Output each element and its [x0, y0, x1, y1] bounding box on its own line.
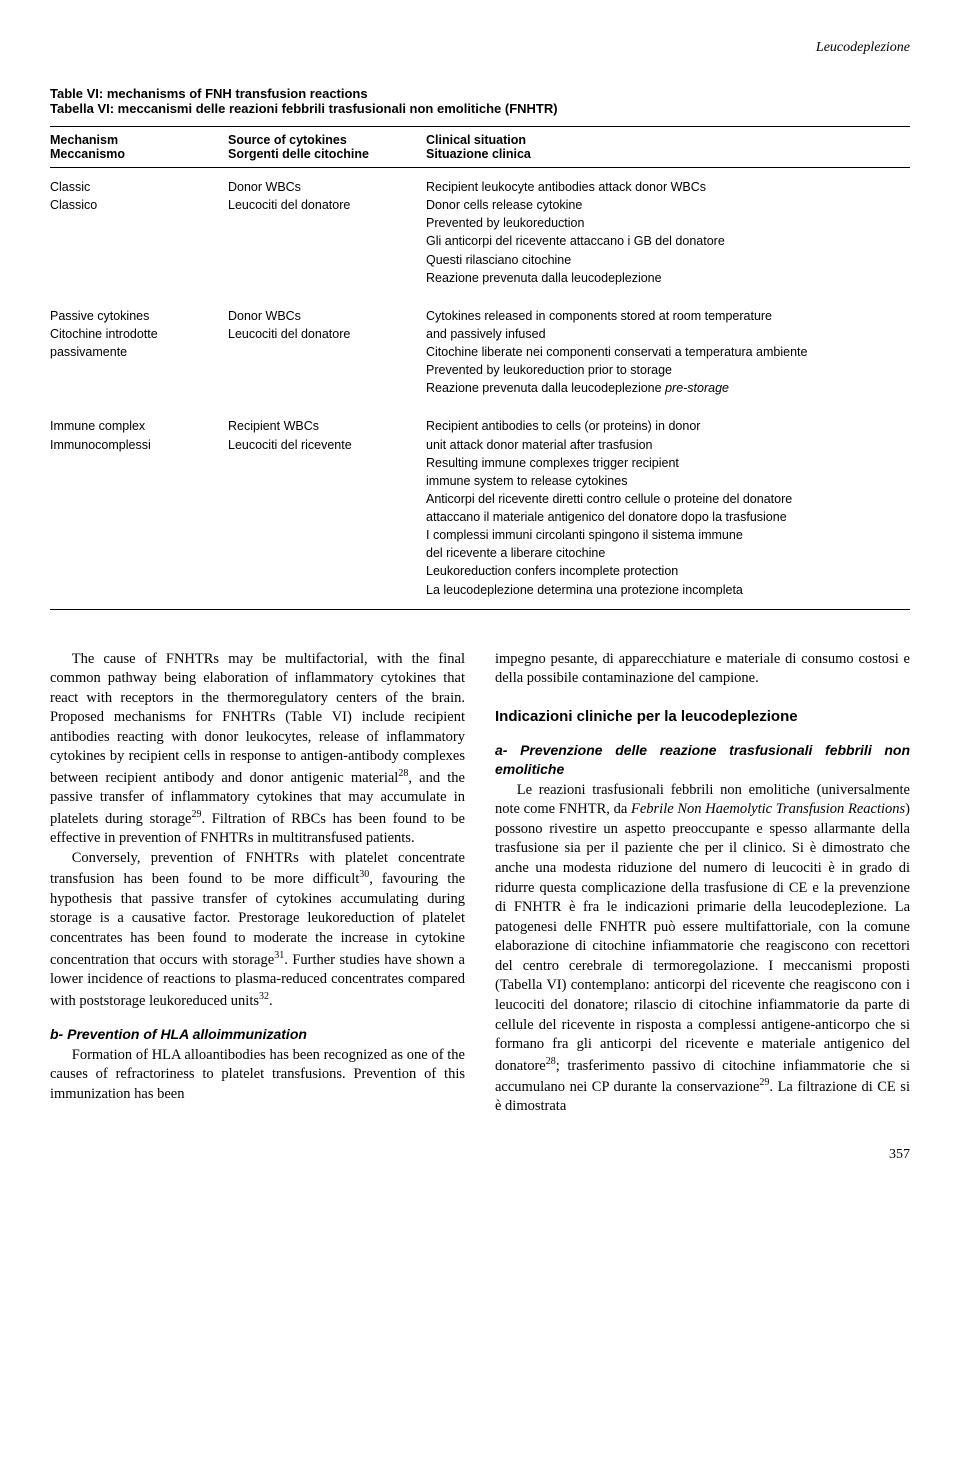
body-paragraph: impegno pesante, di apparecchiature e ma…: [495, 650, 910, 689]
body-paragraph: The cause of FNHTRs may be multifactoria…: [50, 650, 465, 849]
body-paragraph: Le reazioni trasfusionali febbrili non e…: [495, 781, 910, 1117]
table-fnh-mechanisms: MechanismMeccanismo Source of cytokinesS…: [50, 126, 910, 610]
table-row: Immune complexImmunocomplessi Recipient …: [50, 407, 910, 609]
th-source: Source of cytokinesSorgenti delle citoch…: [228, 127, 426, 168]
cell-clinical: Cytokines released in components stored …: [426, 297, 910, 408]
two-column-body: The cause of FNHTRs may be multifactoria…: [50, 650, 910, 1117]
table-title-it: Tabella VI: meccanismi delle reazioni fe…: [50, 101, 558, 116]
cell-clinical: Recipient leukocyte antibodies attack do…: [426, 168, 910, 297]
body-paragraph: Conversely, prevention of FNHTRs with pl…: [50, 849, 465, 1011]
table-titles: Table VI: mechanisms of FNH transfusion …: [50, 86, 910, 116]
cell-mechanism: Immune complexImmunocomplessi: [50, 407, 228, 609]
table-row: Passive cytokinesCitochine introdottepas…: [50, 297, 910, 408]
body-paragraph: Formation of HLA alloantibodies has been…: [50, 1046, 465, 1105]
page-number: 357: [50, 1147, 910, 1163]
cell-mechanism: ClassicClassico: [50, 168, 228, 297]
cell-source: Recipient WBCsLeucociti del ricevente: [228, 407, 426, 609]
th-clinical: Clinical situationSituazione clinica: [426, 127, 910, 168]
cell-source: Donor WBCsLeucociti del donatore: [228, 297, 426, 408]
cell-clinical: Recipient antibodies to cells (or protei…: [426, 407, 910, 609]
table-row: ClassicClassico Donor WBCsLeucociti del …: [50, 168, 910, 297]
th-mechanism: MechanismMeccanismo: [50, 127, 228, 168]
running-header: Leucodeplezione: [50, 40, 910, 56]
subheading-prevenzione: a- Prevenzione delle reazione trasfusion…: [495, 741, 910, 779]
cell-mechanism: Passive cytokinesCitochine introdottepas…: [50, 297, 228, 408]
heading-indicazioni: Indicazioni cliniche per la leucodeplezi…: [495, 707, 910, 727]
cell-source: Donor WBCsLeucociti del donatore: [228, 168, 426, 297]
table-title-en: Table VI: mechanisms of FNH transfusion …: [50, 86, 368, 101]
right-column: impegno pesante, di apparecchiature e ma…: [495, 650, 910, 1117]
subheading-hla: b- Prevention of HLA alloimmunization: [50, 1025, 465, 1044]
left-column: The cause of FNHTRs may be multifactoria…: [50, 650, 465, 1117]
